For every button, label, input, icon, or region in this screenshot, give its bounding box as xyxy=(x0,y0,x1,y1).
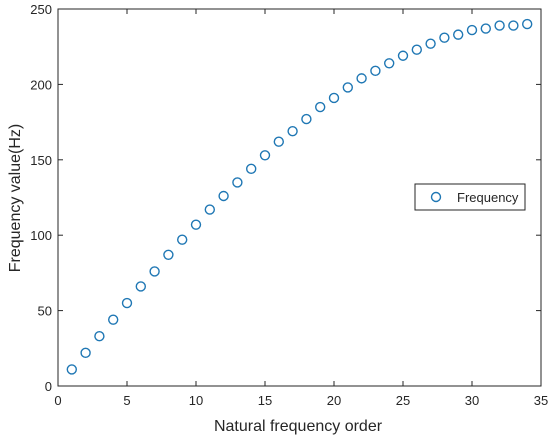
y-axis-label: Frequency value(Hz) xyxy=(7,124,24,273)
data-point xyxy=(245,163,257,175)
data-point xyxy=(480,23,491,34)
data-point xyxy=(204,204,216,215)
data-point xyxy=(218,190,229,202)
data-point xyxy=(315,101,326,113)
x-tick-label: 5 xyxy=(123,393,130,408)
data-point xyxy=(190,219,202,230)
data-point xyxy=(149,266,160,277)
legend-entry: Frequency xyxy=(457,190,519,205)
data-point xyxy=(135,281,147,292)
data-point xyxy=(356,73,367,84)
axes xyxy=(57,8,542,387)
data-point xyxy=(494,20,505,31)
data-point xyxy=(522,18,533,30)
data-point xyxy=(411,44,422,55)
data-point xyxy=(370,65,381,77)
plot-area-border xyxy=(57,8,542,387)
y-tick-label: 50 xyxy=(38,304,52,319)
y-tick-label: 150 xyxy=(30,153,52,168)
ticks: 0 5 10 15 20 25 30 35 0 50 100 150 200 250 xyxy=(30,2,548,408)
data-point xyxy=(466,24,478,36)
y-tick-label: 250 xyxy=(30,2,52,17)
data-point xyxy=(342,82,353,93)
x-tick-label: 10 xyxy=(189,393,203,408)
legend-box xyxy=(414,183,526,211)
x-tick-label: 35 xyxy=(534,393,548,408)
x-tick-label: 0 xyxy=(54,393,61,408)
data-point xyxy=(397,50,409,61)
y-tick-label: 100 xyxy=(30,228,52,243)
x-axis-label: Natural frequency order xyxy=(214,418,383,435)
y-tick-label: 200 xyxy=(30,77,52,92)
data-point xyxy=(66,364,78,375)
data-point xyxy=(425,38,436,49)
data-point xyxy=(287,125,298,137)
x-tick-label: 15 xyxy=(258,393,272,408)
data-point xyxy=(121,297,133,309)
data-point xyxy=(80,347,91,359)
x-tick-label: 30 xyxy=(465,393,479,408)
data-point xyxy=(439,32,450,43)
data-point xyxy=(176,234,188,245)
data-point xyxy=(273,136,284,147)
x-tick-label: 20 xyxy=(327,393,341,408)
data-point xyxy=(328,92,340,104)
data-point xyxy=(163,249,174,261)
data-point xyxy=(107,314,119,325)
data-point xyxy=(232,177,243,188)
data-point xyxy=(453,29,464,40)
x-tick-label: 25 xyxy=(396,393,410,408)
data-point xyxy=(508,20,519,31)
data-point xyxy=(259,150,271,161)
y-tick-label: 0 xyxy=(45,379,52,394)
data-point xyxy=(301,113,312,125)
data-point xyxy=(94,331,105,342)
legend: Frequency xyxy=(414,183,526,211)
data-point xyxy=(384,58,395,69)
data-points xyxy=(66,18,533,375)
legend-marker xyxy=(430,191,442,203)
